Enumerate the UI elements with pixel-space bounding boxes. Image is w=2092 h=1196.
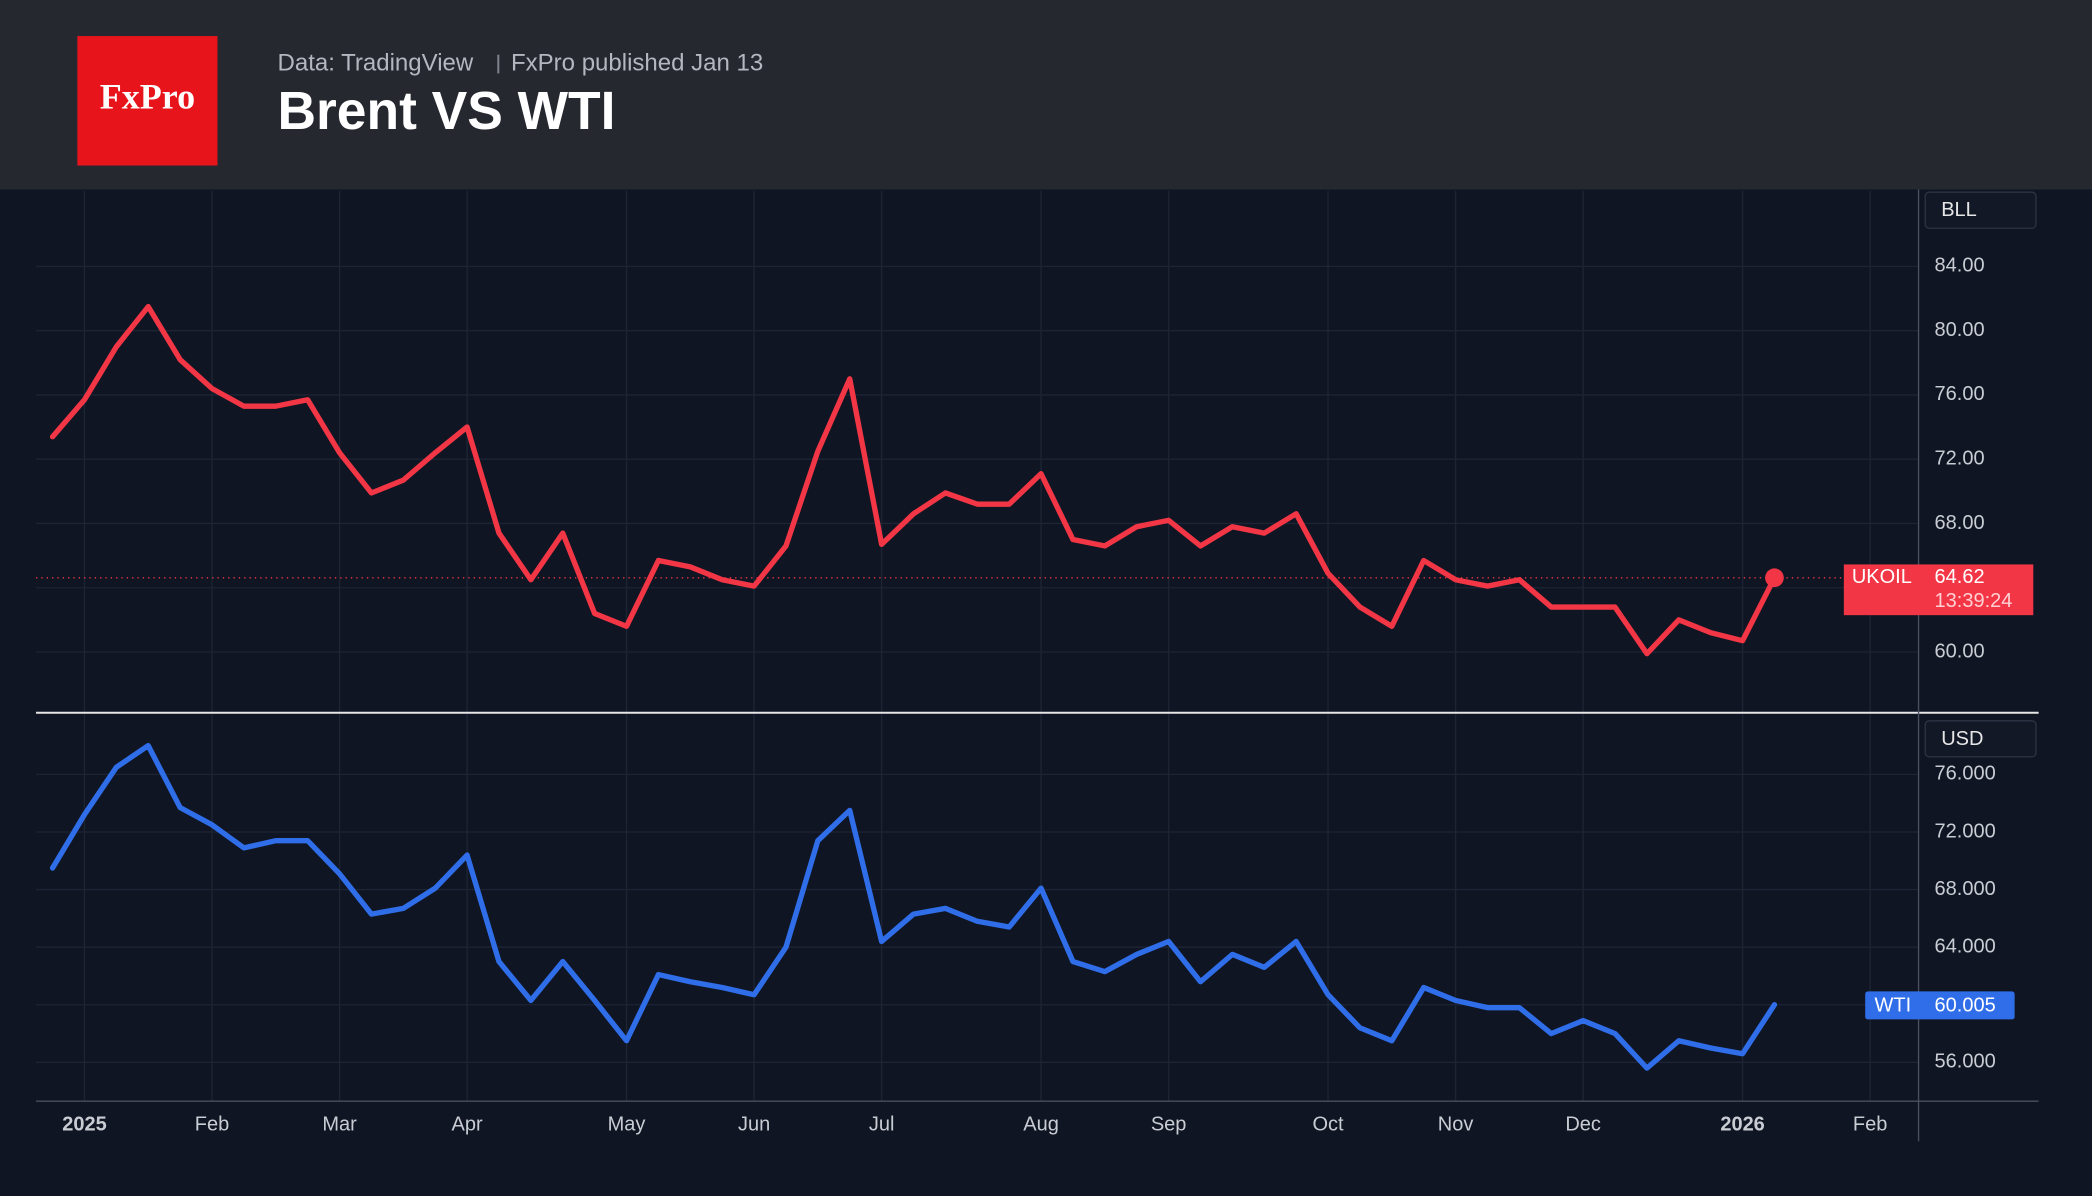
line: [49, 742, 1778, 1071]
x-tick-label: Feb: [195, 1114, 229, 1136]
y-tick-label: 68.000: [1935, 878, 1996, 900]
y-tick-label: 60.00: [1935, 640, 1985, 662]
x-tick-label: Jun: [738, 1114, 770, 1136]
price-tag: [1843, 564, 2034, 616]
y-tick-label: 84.00: [1935, 255, 1985, 277]
y-tick-label: 80.00: [1935, 319, 1985, 341]
x-tick-label: Oct: [1312, 1114, 1344, 1136]
x-tick-label: Sep: [1151, 1114, 1187, 1136]
x-tick-label: Aug: [1023, 1114, 1059, 1136]
x-tick-label: Feb: [1853, 1114, 1887, 1136]
x-tick-label: 2026: [1720, 1114, 1764, 1136]
y-tick-label: 76.000: [1935, 763, 1996, 785]
source: Data: TradingView: [278, 49, 474, 76]
x-tick-label: 2025: [62, 1114, 106, 1136]
countdown: 13:39:24: [1935, 590, 2013, 612]
x-tick-label: May: [608, 1114, 646, 1136]
published: FxPro published Jan 13: [511, 49, 763, 76]
y-tick-label: 68.00: [1935, 512, 1985, 534]
y-tick-label: 76.00: [1935, 383, 1985, 405]
logo-text: FxPro: [100, 76, 195, 116]
y-tick-label: 64.000: [1935, 935, 1996, 957]
y-tick-label: 56.000: [1935, 1051, 1996, 1073]
x-tick-label: Apr: [452, 1114, 483, 1136]
unit-box: [1924, 720, 2037, 758]
y-tick-label: 72.000: [1935, 820, 1996, 842]
price-tag: [1865, 991, 2015, 1020]
series-name: UKOIL: [1852, 566, 1912, 588]
unit-box: [1924, 191, 2037, 229]
y-tick-label: 72.00: [1935, 447, 1985, 469]
grid: [36, 190, 1919, 1102]
unit-label: BLL: [1941, 199, 1977, 221]
unit-label: USD: [1941, 728, 1983, 750]
x-tick-label: Mar: [322, 1114, 357, 1136]
x-tick-label: Dec: [1565, 1114, 1601, 1136]
last-point: [1765, 568, 1784, 588]
series-name: WTI: [1875, 994, 1912, 1016]
logo: [77, 36, 218, 166]
x-tick-label: Nov: [1438, 1114, 1474, 1136]
header-band: [0, 0, 2092, 190]
last-value: 60.005: [1935, 994, 1996, 1016]
plot: [36, 303, 1844, 1071]
title: Brent VS WTI: [278, 82, 616, 141]
x-tick-label: Jul: [869, 1114, 895, 1136]
line: [49, 303, 1778, 657]
last-value: 64.62: [1935, 566, 1985, 588]
